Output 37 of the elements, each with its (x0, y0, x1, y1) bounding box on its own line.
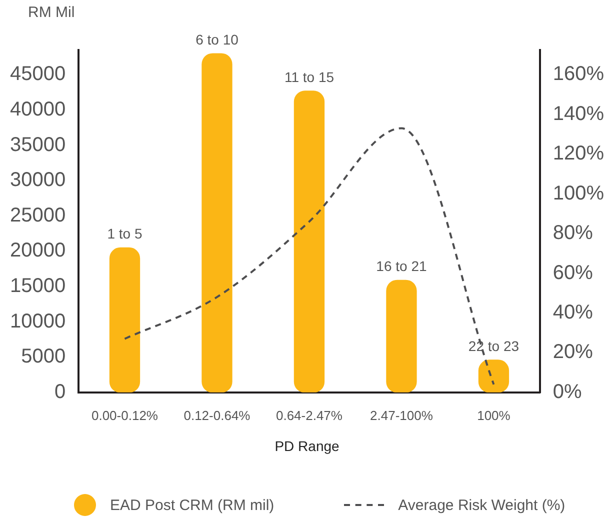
bar (202, 53, 232, 392)
x-axis-title: PD Range (274, 438, 340, 454)
y-tick-label: 10000 (10, 310, 66, 332)
annotation: 1 to 5 (107, 226, 142, 242)
x-tick-label: 0.12-0.64% (184, 408, 251, 423)
y-tick-label: 20000 (10, 240, 66, 262)
y2-tick-label: 120% (552, 142, 604, 165)
y2-tick-label: 40% (552, 301, 594, 324)
y2-tick-label: 0% (552, 380, 582, 403)
y-tick-label: 15000 (10, 275, 66, 298)
x-tick-label: 0.00-0.12% (91, 408, 158, 423)
y-tick-label: 25000 (10, 204, 66, 226)
y-tick-label: 35000 (10, 134, 66, 156)
bar (109, 247, 140, 392)
y2-tick-label: 140% (552, 102, 604, 125)
y2-tick-label: 100% (552, 182, 604, 204)
x-tick-label: 2.47-100% (370, 408, 434, 423)
annotation: 11 to 15 (284, 68, 334, 85)
y2-tick-label: 20% (552, 341, 594, 364)
bar (294, 90, 325, 392)
legend-label: EAD Post CRM (RM mil) (110, 496, 274, 514)
x-tick-label: 100% (477, 408, 511, 423)
legend-label: Average Risk Weight (%) (398, 496, 566, 514)
y-tick-label: 5000 (21, 346, 66, 368)
annotation: 6 to 10 (196, 31, 239, 48)
annotation: 16 to 21 (376, 258, 427, 274)
y-tick-label: 0 (54, 380, 66, 403)
y2-tick-label: 80% (552, 222, 594, 244)
y-tick-label: 45000 (10, 63, 66, 86)
y2-tick-label: 60% (552, 262, 594, 284)
x-tick-label: 0.64-2.47% (276, 408, 343, 423)
y-tick-label: 30000 (10, 169, 66, 192)
y-axis-title: RM Mil (28, 4, 75, 21)
y-tick-label: 40000 (10, 98, 66, 121)
bar (386, 280, 417, 392)
annotation: 22 to 23 (468, 338, 520, 354)
y2-tick-label: 160% (552, 63, 604, 86)
